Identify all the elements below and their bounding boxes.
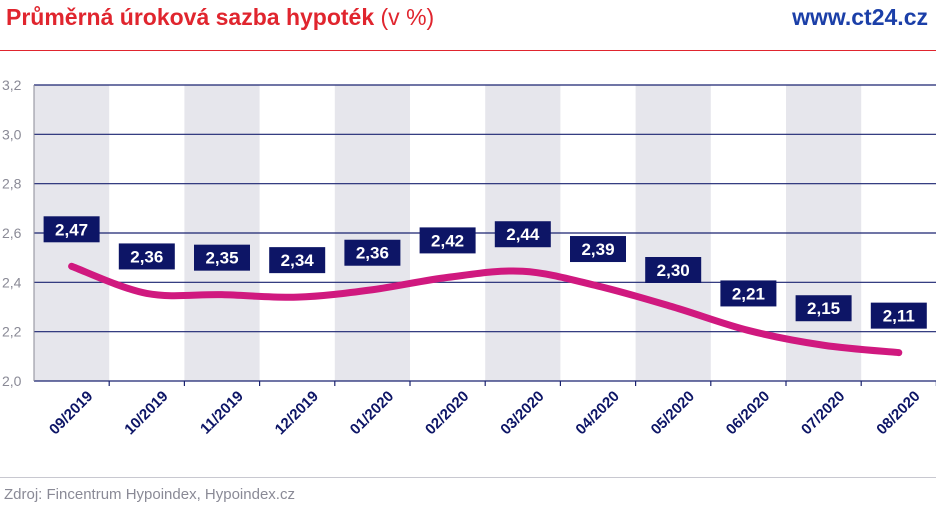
data-label-box — [43, 216, 100, 243]
data-label: 2,30 — [657, 261, 690, 280]
series-line — [68, 262, 903, 357]
data-label: 2,11 — [883, 307, 915, 326]
data-label-box — [118, 243, 175, 270]
site-link[interactable]: www.ct24.cz — [792, 4, 928, 30]
data-label: 2,39 — [581, 240, 614, 259]
data-point — [371, 289, 373, 291]
data-point — [447, 276, 449, 278]
chart-header: Průměrná úroková sazba hypoték (v %) www… — [0, 0, 936, 52]
data-label-box — [720, 280, 777, 307]
y-tick-label: 2,2 — [2, 324, 22, 340]
data-label: 2,35 — [205, 249, 238, 268]
line-chart: 2,0 2,2 2,4 2,6 2,8 3,0 3,2 09/2019 10/2019 11/20… — [2, 77, 936, 438]
x-tick-label: 05/2020 — [648, 388, 698, 438]
data-point — [597, 285, 599, 287]
data-label: 2,36 — [130, 247, 163, 266]
y-tick-label: 2,8 — [2, 176, 22, 192]
y-tick-label: 2,6 — [2, 225, 22, 241]
data-point — [296, 296, 298, 298]
data-label-box — [570, 236, 626, 263]
x-tick-label: 01/2020 — [347, 388, 397, 438]
x-tick-label: 07/2020 — [798, 388, 848, 438]
x-tick-label: 09/2019 — [46, 388, 96, 438]
data-label-box — [344, 239, 401, 266]
header-divider — [0, 50, 936, 51]
data-point — [522, 270, 524, 272]
data-point — [823, 344, 825, 346]
data-label: 2,34 — [281, 251, 315, 270]
data-point — [146, 292, 148, 294]
data-label-box — [269, 247, 326, 274]
chart-title: Průměrná úroková sazba hypoték (v %) — [6, 4, 434, 31]
x-tick-label: 03/2020 — [497, 388, 547, 438]
chart-title-text: Průměrná úroková sazba hypoték — [6, 4, 375, 30]
y-tick-label: 2,4 — [2, 274, 22, 290]
y-tick-label: 2,0 — [2, 373, 22, 389]
x-tick-label: 04/2020 — [572, 388, 622, 438]
data-point — [747, 329, 749, 331]
x-tick-label: 11/2019 — [197, 388, 247, 438]
x-tick-label: 02/2020 — [422, 388, 472, 438]
data-label-box — [194, 244, 250, 271]
data-label-box — [795, 295, 852, 322]
source-note: Zdroj: Fincentrum Hypoindex, Hypoindex.c… — [4, 486, 295, 503]
footer-divider — [0, 477, 936, 478]
data-label-box — [645, 257, 702, 283]
data-label: 2,42 — [431, 231, 464, 250]
chart-title-unit: (v %) — [380, 4, 435, 30]
data-point — [898, 352, 900, 354]
data-point — [672, 306, 674, 308]
x-tick-label: 12/2019 — [272, 388, 322, 438]
data-label-box — [870, 302, 927, 329]
data-label: 2,21 — [732, 284, 765, 303]
data-label: 2,44 — [506, 225, 540, 244]
x-tick-label: 08/2020 — [873, 388, 923, 438]
data-label: 2,15 — [807, 299, 840, 318]
data-label: 2,36 — [356, 244, 389, 263]
data-point — [221, 294, 223, 296]
data-point — [71, 265, 73, 267]
data-label: 2,47 — [55, 220, 88, 239]
y-tick-label: 3,0 — [2, 126, 22, 142]
data-label-box — [419, 227, 476, 254]
x-tick-label: 06/2020 — [723, 388, 773, 438]
x-tick-label: 10/2019 — [121, 388, 171, 438]
y-tick-label: 3,2 — [2, 77, 22, 93]
data-label-box — [494, 221, 551, 248]
